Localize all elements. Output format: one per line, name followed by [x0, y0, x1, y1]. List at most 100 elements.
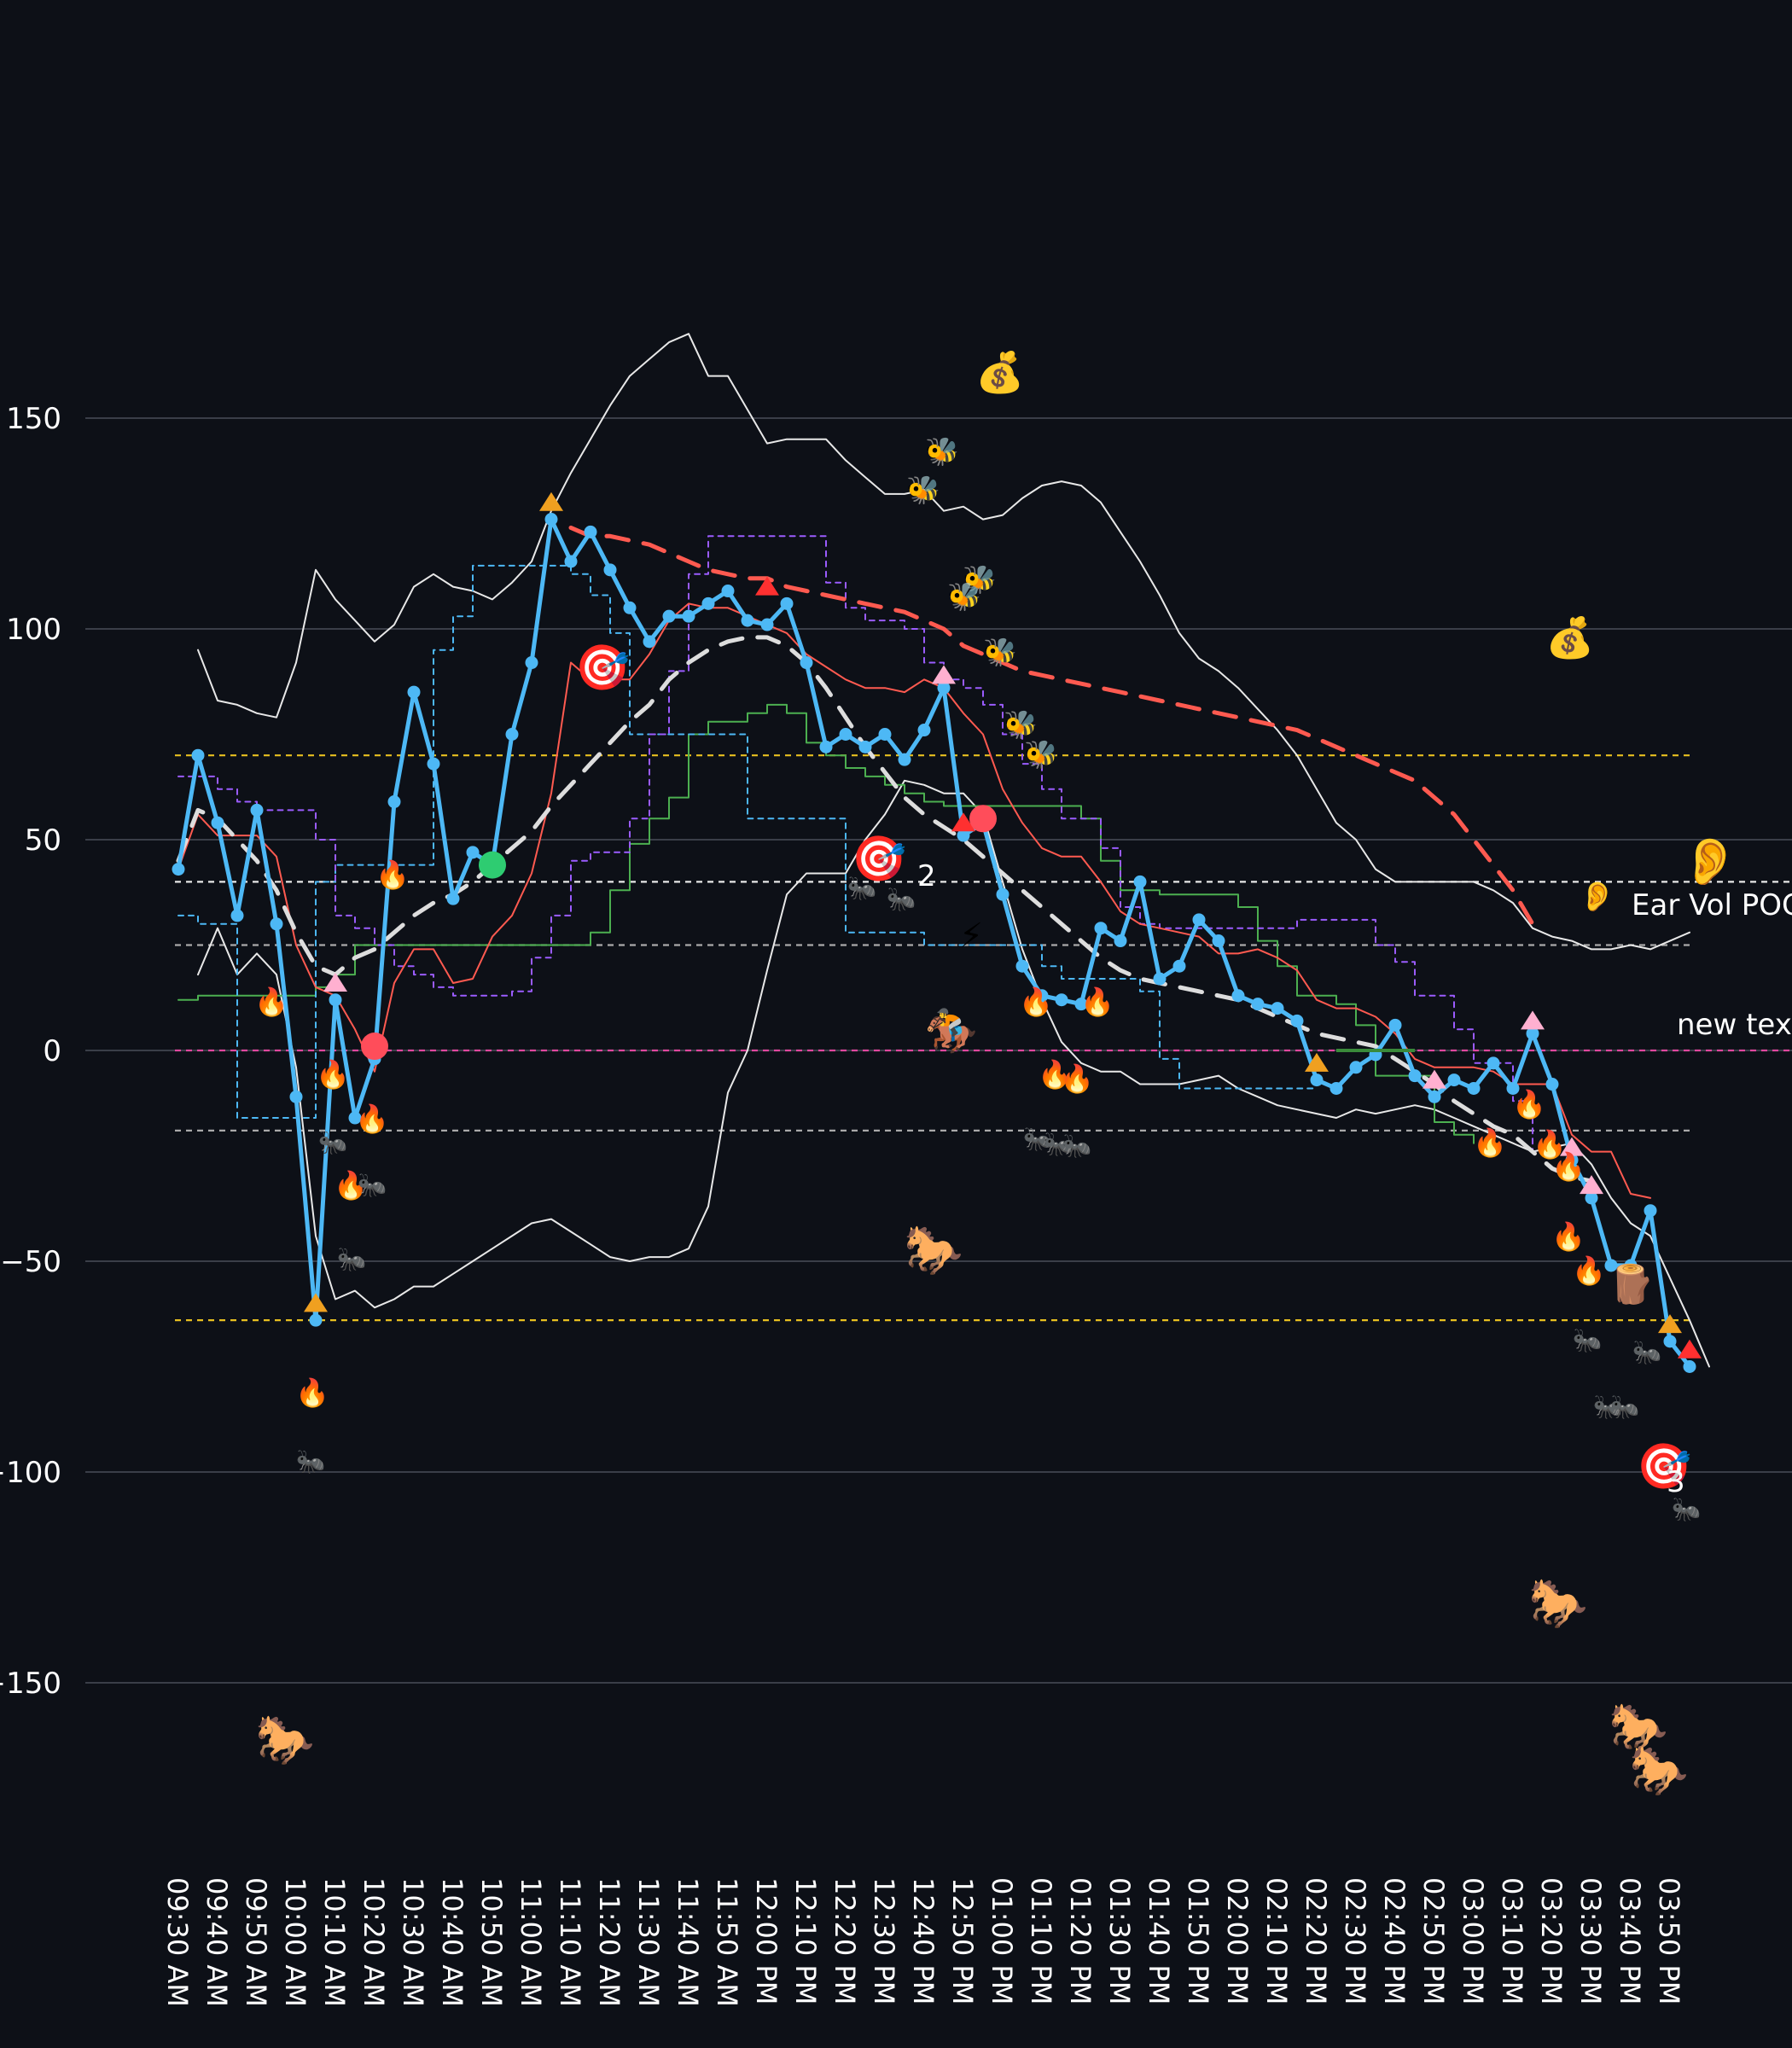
fire-icon: 🔥: [1473, 1126, 1507, 1159]
price-point: [564, 555, 578, 568]
ant-icon: 🐜: [1023, 1125, 1053, 1153]
price-point: [250, 803, 264, 817]
signal-triangle-up: [1560, 1137, 1584, 1156]
signal-triangle-up: [951, 812, 975, 832]
price-point: [1035, 989, 1049, 1003]
price-point: [937, 681, 951, 695]
annotation-new-text: new text: [1677, 1008, 1792, 1042]
price-point: [957, 829, 970, 842]
price-point: [1094, 922, 1108, 935]
annotations: 2 3 Ear Vol POC new text: [917, 859, 1792, 1499]
x-tick-label: 10:50 AM: [475, 1877, 508, 2007]
x-tick-label: 12:00 PM: [750, 1877, 783, 2004]
price-point: [329, 993, 342, 1007]
price-point: [760, 618, 774, 631]
price-point: [898, 753, 911, 766]
horse-icon: 🐎: [1609, 1701, 1668, 1756]
price-point: [1663, 1335, 1677, 1348]
fire-icon: 🔥: [355, 1103, 389, 1135]
y-tick-label: 150: [6, 402, 61, 436]
horse-racing-icon: 🏇: [925, 1006, 978, 1056]
x-tick-label: 01:20 PM: [1064, 1877, 1097, 2004]
price-point: [1447, 1073, 1461, 1087]
fire-icon: 🔥: [1572, 1254, 1606, 1287]
sell-dot: [969, 805, 997, 833]
y-tick-label: 50: [25, 823, 61, 858]
x-tick-label: 10:10 AM: [318, 1877, 351, 2007]
price-point: [800, 656, 813, 670]
price-point: [427, 757, 440, 771]
price-point: [819, 740, 833, 753]
price-point: [1624, 1259, 1638, 1272]
price-point: [1408, 1069, 1422, 1083]
buy-dot: [479, 851, 506, 879]
ant-icon: 🐜: [296, 1447, 326, 1475]
fire-icon: 🔥: [1512, 1088, 1546, 1120]
series-line-green-trail: [177, 703, 1475, 1144]
y-tick-label: −50: [0, 1245, 61, 1279]
ant-icon: 🐜: [1593, 1393, 1623, 1421]
price-point: [1644, 1204, 1657, 1218]
signal-triangle-up: [1423, 1069, 1446, 1089]
price-point: [230, 909, 244, 922]
y-tick-label: −150: [0, 1667, 61, 1701]
price-point: [1074, 998, 1088, 1011]
price-point: [525, 656, 538, 670]
price-point: [603, 563, 617, 577]
lightning-icon: ⚡: [959, 916, 983, 956]
price-point: [917, 724, 931, 737]
price-point: [1545, 1078, 1559, 1091]
signal-triangle-up: [932, 665, 956, 684]
fire-icon: 🔥: [316, 1058, 350, 1091]
series-line-purple-trail: [177, 535, 1553, 1157]
price-point: [1467, 1081, 1481, 1095]
x-tick-label: 11:20 AM: [593, 1877, 625, 2007]
y-tick-label: 100: [6, 613, 61, 647]
price-point: [662, 609, 676, 623]
price-point: [1604, 1259, 1618, 1272]
x-tick-label: 01:40 PM: [1143, 1877, 1175, 2004]
bee-icon: 🐝: [983, 636, 1017, 668]
price-point: [839, 728, 852, 741]
target-icon: 🎯: [852, 834, 907, 885]
ant-icon: 🐜: [358, 1171, 387, 1199]
x-tick-label: 10:20 AM: [358, 1877, 390, 2007]
signal-triangle-up: [539, 492, 563, 511]
x-tick-label: 03:00 PM: [1457, 1877, 1489, 2004]
x-tick-label: 09:30 AM: [161, 1877, 194, 2007]
price-point: [1428, 1090, 1441, 1103]
ant-icon: 🐜: [1062, 1132, 1092, 1160]
x-tick-label: 01:50 PM: [1182, 1877, 1214, 2004]
y-tick-label: 0: [43, 1034, 61, 1068]
price-point: [858, 740, 872, 753]
price-point: [780, 596, 794, 610]
price-point: [191, 748, 205, 762]
fire-icon: 🔥: [1019, 986, 1053, 1018]
bee-icon: 🐝: [925, 435, 959, 468]
signal-triangle-up: [755, 576, 779, 596]
price-point: [1172, 959, 1186, 973]
ear-icon: 👂: [1681, 835, 1738, 888]
series-line-cyan-trail: [177, 564, 1318, 1119]
bee-icon: 🐝: [947, 580, 981, 613]
x-tick-label: 10:00 AM: [279, 1877, 311, 2007]
ant-icon: 🐜: [318, 1128, 348, 1156]
x-tick-label: 02:40 PM: [1378, 1877, 1411, 2004]
price-point: [701, 596, 715, 610]
target-icon: 🎯: [1637, 1441, 1692, 1492]
signal-triangle-up: [1521, 1010, 1545, 1030]
ant-icon: 🐜: [1573, 1326, 1603, 1354]
decorations: 🔥🔥🔥🔥🔥🔥🔥🔥🔥🔥🔥🔥🔥 🔥🔥🔥🐜🐜🐜🐜🐜 🐜🐜🐜🐜🐜🐜🐜🐜🐜🐎🐎🐎🐎🐎🐝🐝🐝🐝🐝…: [254, 349, 1739, 1799]
y-axis: 150 100 50 0 −50 −100 −150: [0, 402, 61, 1701]
price-point: [1526, 1027, 1539, 1040]
fire-icon: 🔥: [1060, 1062, 1094, 1095]
x-tick-label: 01:30 PM: [1103, 1877, 1136, 2004]
ant-icon: 🐜: [337, 1245, 367, 1273]
bee-icon: 🐝: [963, 563, 997, 596]
ear-icon: 👂: [1580, 880, 1615, 914]
fire-icon: 🔥: [334, 1169, 368, 1201]
price-point: [466, 846, 480, 859]
price-point: [1506, 1081, 1520, 1095]
price-point: [1290, 1014, 1304, 1027]
